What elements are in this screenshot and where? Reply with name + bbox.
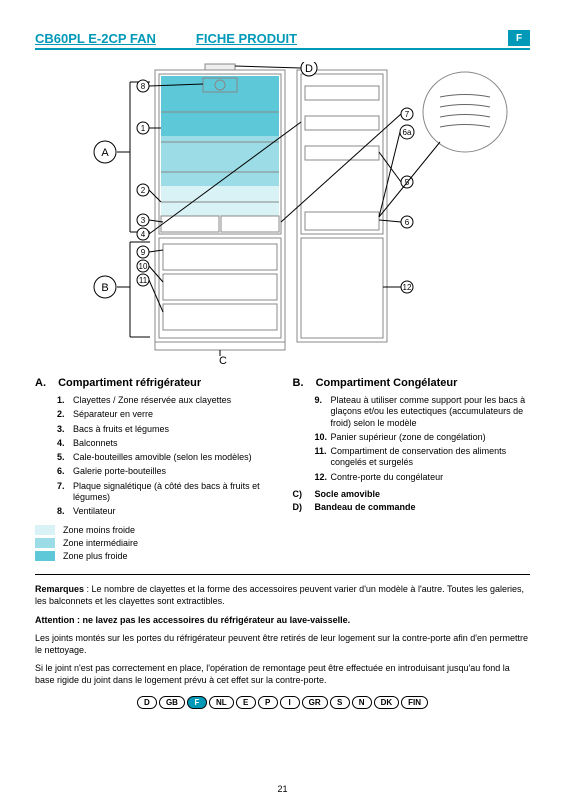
zone-legend-item: Zone plus froide [35,551,273,561]
svg-text:11: 11 [139,276,148,285]
section-a-letter: A. [35,377,55,389]
color-swatch [35,538,55,548]
divider [35,574,530,575]
section-b-letter: B. [293,377,313,389]
list-item: 9.Plateau à utiliser comme support pour … [315,395,531,429]
list-item: 4.Balconnets [57,438,273,449]
diagram-label-c: C [219,355,227,367]
zone-label: Zone moins froide [63,525,135,535]
list-item: 8.Ventilateur [57,506,273,517]
svg-text:9: 9 [141,248,146,257]
language-pill-gb[interactable]: GB [159,696,185,709]
diagram-label-b: B [101,282,108,294]
language-pill-n[interactable]: N [352,696,372,709]
svg-text:7: 7 [405,110,410,119]
list-item: 7.Plaque signalétique (à côté des bacs à… [57,481,273,504]
spec-columns: A. Compartiment réfrigérateur 1.Clayette… [35,377,530,564]
language-selector: DGBFNLEPIGRSNDKFIN [35,696,530,709]
language-pill-p[interactable]: P [258,696,278,709]
language-pill-f[interactable]: F [187,696,207,709]
language-pill-gr[interactable]: GR [302,696,328,709]
list-item: 3.Bacs à fruits et légumes [57,424,273,435]
section-a: A. Compartiment réfrigérateur 1.Clayette… [35,377,273,564]
svg-text:2: 2 [141,186,146,195]
diagram-label-d: D [305,63,313,75]
svg-text:8: 8 [141,82,146,91]
list-item: 10.Panier supérieur (zone de congélation… [315,432,531,443]
zone-legend-item: Zone moins froide [35,525,273,535]
remark-2: Les joints montés sur les portes du réfr… [35,632,530,656]
list-item: 2.Séparateur en verre [57,409,273,420]
language-pill-e[interactable]: E [236,696,256,709]
svg-text:12: 12 [403,283,412,292]
list-item: 1.Clayettes / Zone réservée aux clayette… [57,395,273,406]
list-item: 5.Cale-bouteilles amovible (selon les mo… [57,452,273,463]
zone-legend-item: Zone intermédiaire [35,538,273,548]
svg-text:6: 6 [405,218,410,227]
warning: Attention : ne lavez pas les accessoires… [35,614,530,626]
color-swatch [35,525,55,535]
svg-text:6a: 6a [403,128,412,137]
language-pill-s[interactable]: S [330,696,350,709]
language-badge: F [508,30,530,46]
zone-label: Zone intermédiaire [63,538,138,548]
product-diagram: A B C D 8 1 2 3 4 9 10 11 7 6a 5 [35,62,530,367]
remark-1: Remarques : Le nombre de clayettes et la… [35,583,530,607]
color-swatch [35,551,55,561]
svg-text:4: 4 [141,230,146,239]
page-number: 21 [277,784,287,794]
section-a-title: Compartiment réfrigérateur [58,377,201,389]
remark-3: Si le joint n'est pas correctement en pl… [35,662,530,686]
section-b: B. Compartiment Congélateur 9.Plateau à … [293,377,531,564]
list-item: 12.Contre-porte du congélateur [315,472,531,483]
section-b-title: Compartiment Congélateur [316,377,458,389]
zone-label: Zone plus froide [63,551,128,561]
sheet-title: FICHE PRODUIT [196,31,508,46]
language-pill-dk[interactable]: DK [374,696,400,709]
language-pill-fin[interactable]: FIN [401,696,428,709]
list-item: C)Socle amovible [293,489,531,499]
product-model: CB60PL E-2CP FAN [35,31,156,46]
header: CB60PL E-2CP FAN FICHE PRODUIT F [35,30,530,50]
diagram-label-a: A [101,147,109,159]
list-item: 6.Galerie porte-bouteilles [57,466,273,477]
svg-text:3: 3 [141,216,146,225]
list-item: 11.Compartiment de conservation des alim… [315,446,531,469]
svg-text:10: 10 [139,262,148,271]
list-item: D)Bandeau de commande [293,502,531,512]
svg-text:1: 1 [141,124,146,133]
language-pill-i[interactable]: I [280,696,300,709]
language-pill-d[interactable]: D [137,696,157,709]
language-pill-nl[interactable]: NL [209,696,234,709]
